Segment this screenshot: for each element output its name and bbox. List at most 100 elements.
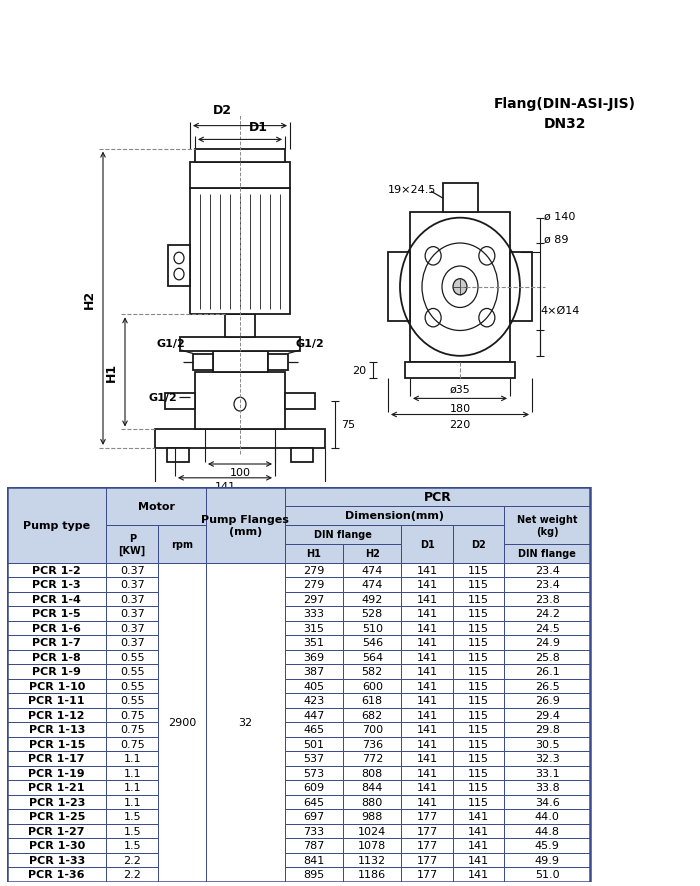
Bar: [285, 867, 343, 882]
Bar: [206, 824, 285, 838]
Bar: [402, 838, 453, 852]
Bar: [7, 737, 106, 751]
Bar: [158, 751, 206, 766]
Text: 20: 20: [352, 365, 366, 375]
Text: 141: 141: [416, 768, 438, 778]
Text: 115: 115: [468, 797, 489, 807]
Text: 45.9: 45.9: [535, 841, 560, 851]
Text: 0.55: 0.55: [120, 666, 144, 677]
Bar: [106, 525, 158, 563]
Text: 25.8: 25.8: [535, 652, 560, 662]
Bar: [402, 650, 453, 664]
Bar: [158, 592, 206, 606]
Bar: [106, 781, 158, 795]
Text: D1: D1: [420, 539, 435, 549]
Text: 24.5: 24.5: [535, 623, 560, 633]
Bar: [268, 354, 288, 370]
Bar: [158, 679, 206, 694]
Text: 733: 733: [303, 826, 325, 835]
Bar: [402, 635, 453, 650]
Bar: [206, 766, 285, 781]
Text: 29.4: 29.4: [535, 710, 560, 720]
Text: 33.1: 33.1: [535, 768, 559, 778]
Bar: [7, 578, 106, 592]
Bar: [206, 809, 285, 824]
Bar: [453, 708, 504, 722]
Text: 0.75: 0.75: [120, 710, 145, 720]
Text: 369: 369: [303, 652, 325, 662]
Bar: [504, 781, 590, 795]
Text: 180: 180: [449, 403, 470, 414]
Text: 0.55: 0.55: [120, 681, 144, 691]
Bar: [285, 679, 343, 694]
Text: PCR 1-4: PCR 1-4: [32, 595, 81, 604]
Bar: [285, 694, 343, 708]
Bar: [285, 809, 343, 824]
Text: 600: 600: [362, 681, 383, 691]
Bar: [402, 525, 453, 563]
Bar: [504, 606, 590, 621]
Bar: [285, 650, 343, 664]
Bar: [158, 650, 206, 664]
Bar: [158, 708, 206, 722]
Bar: [206, 606, 285, 621]
Bar: [7, 852, 106, 867]
Text: 141: 141: [468, 869, 489, 879]
Text: Pump Flanges
(mm): Pump Flanges (mm): [202, 515, 289, 536]
Text: 1024: 1024: [358, 826, 386, 835]
Bar: [193, 354, 213, 370]
Bar: [213, 352, 268, 372]
Bar: [410, 213, 510, 362]
Bar: [106, 694, 158, 708]
Circle shape: [234, 398, 246, 412]
Text: 250: 250: [230, 498, 251, 508]
Bar: [504, 722, 590, 737]
Bar: [343, 781, 401, 795]
Bar: [343, 766, 401, 781]
Bar: [343, 621, 401, 635]
Text: 141: 141: [416, 710, 438, 720]
Bar: [206, 795, 285, 809]
Text: 51.0: 51.0: [535, 869, 559, 879]
Text: 423: 423: [303, 696, 325, 705]
Bar: [402, 795, 453, 809]
Bar: [343, 563, 401, 578]
Bar: [504, 635, 590, 650]
Text: 141: 141: [416, 623, 438, 633]
Bar: [504, 506, 590, 544]
Bar: [7, 650, 106, 664]
Text: 115: 115: [468, 666, 489, 677]
Bar: [106, 867, 158, 882]
Bar: [402, 606, 453, 621]
Text: 697: 697: [303, 812, 325, 821]
Text: 24.2: 24.2: [535, 609, 560, 618]
Bar: [343, 722, 401, 737]
Text: 141: 141: [416, 595, 438, 604]
Bar: [106, 751, 158, 766]
Text: 115: 115: [468, 753, 489, 764]
Text: 564: 564: [362, 652, 383, 662]
Bar: [343, 694, 401, 708]
Bar: [106, 563, 158, 578]
Bar: [343, 708, 401, 722]
Text: D2: D2: [213, 105, 232, 117]
Text: 115: 115: [468, 696, 489, 705]
Bar: [504, 621, 590, 635]
Text: 141: 141: [416, 782, 438, 792]
Text: PCR 1-21: PCR 1-21: [29, 782, 85, 792]
Bar: [402, 664, 453, 679]
Text: 115: 115: [468, 609, 489, 618]
Circle shape: [174, 253, 184, 264]
Text: DIN flange: DIN flange: [518, 548, 576, 558]
Bar: [285, 852, 343, 867]
Text: 1.1: 1.1: [123, 782, 141, 792]
Bar: [7, 751, 106, 766]
Bar: [7, 606, 106, 621]
Bar: [343, 824, 401, 838]
Text: 141: 141: [416, 638, 438, 648]
Bar: [285, 781, 343, 795]
Bar: [343, 867, 401, 882]
Bar: [453, 694, 504, 708]
Bar: [106, 664, 158, 679]
Bar: [343, 635, 401, 650]
